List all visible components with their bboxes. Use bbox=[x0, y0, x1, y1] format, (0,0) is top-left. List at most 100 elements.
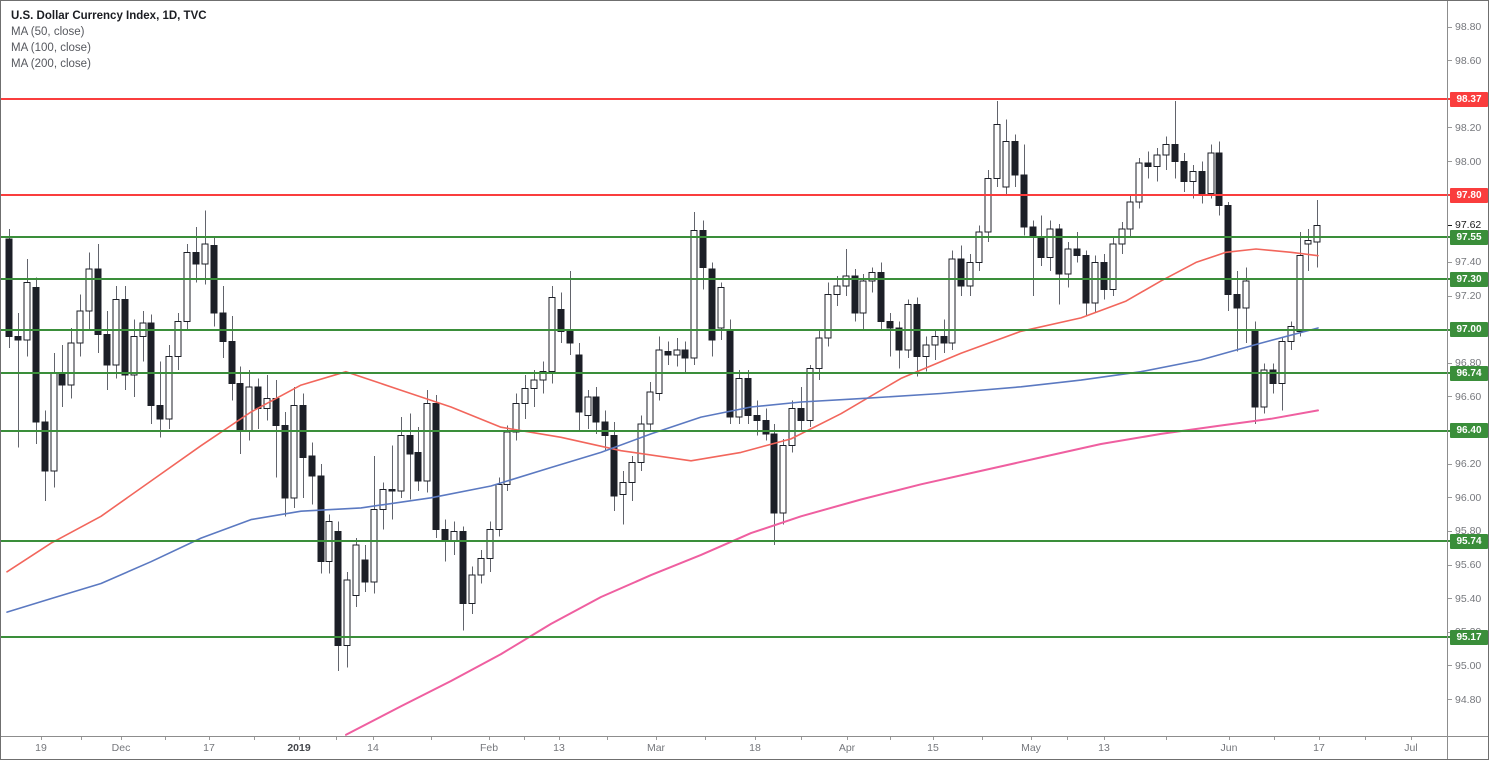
indicator-ma100-label[interactable]: MA (100, close) bbox=[11, 42, 91, 54]
time-axis-label: Dec bbox=[111, 742, 131, 754]
time-axis-label: Apr bbox=[838, 742, 856, 754]
price-tick-mark bbox=[1448, 665, 1452, 667]
candle-bodies bbox=[5, 124, 1321, 647]
price-tick-mark bbox=[1448, 261, 1452, 263]
time-tick-mark bbox=[656, 737, 657, 740]
time-tick-mark bbox=[1365, 737, 1366, 740]
time-tick-mark bbox=[81, 737, 82, 740]
time-tick-mark bbox=[524, 737, 525, 740]
level-label-tick bbox=[1448, 194, 1451, 197]
time-axis-label: 18 bbox=[749, 742, 761, 754]
level-label-tick bbox=[1448, 236, 1451, 239]
time-axis-label: Jun bbox=[1220, 742, 1238, 754]
price-tick-mark bbox=[1448, 295, 1452, 297]
time-tick-mark bbox=[705, 737, 706, 740]
price-tick-mark bbox=[1448, 564, 1452, 566]
time-tick-mark bbox=[1067, 737, 1068, 740]
time-tick-mark bbox=[336, 737, 337, 740]
symbol-title[interactable]: U.S. Dollar Currency Index, 1D, TVC bbox=[11, 10, 207, 22]
price-level-label: 95.74 bbox=[1450, 533, 1488, 549]
time-axis-label: 2019 bbox=[287, 742, 311, 754]
time-tick-mark bbox=[1274, 737, 1275, 740]
price-level-label: 97.30 bbox=[1450, 271, 1488, 287]
time-tick-mark bbox=[982, 737, 983, 740]
time-axis-label: 13 bbox=[1098, 742, 1110, 754]
time-tick-mark bbox=[559, 737, 560, 740]
level-label-tick bbox=[1448, 429, 1451, 432]
price-tick-label: 96.60 bbox=[1448, 390, 1481, 404]
level-label-tick bbox=[1448, 328, 1451, 331]
price-tick-mark bbox=[1448, 26, 1452, 28]
price-tick-label: 98.20 bbox=[1448, 121, 1481, 135]
last-price-label: 97.62 bbox=[1448, 218, 1482, 233]
time-tick-mark bbox=[1229, 737, 1230, 740]
level-label-tick bbox=[1448, 98, 1451, 101]
price-level-lines bbox=[1, 98, 1447, 638]
time-tick-mark bbox=[890, 737, 891, 740]
price-tick-mark bbox=[1448, 497, 1452, 499]
time-tick-mark bbox=[254, 737, 255, 740]
time-scale[interactable]: 19 Dec 17 2019 14 Feb 13 Mar 18 Apr 15 May 13 Jun 17 Ju… bbox=[1, 736, 1447, 759]
time-axis-label: 17 bbox=[203, 742, 215, 754]
indicator-ma50-label[interactable]: MA (50, close) bbox=[11, 26, 85, 38]
price-tick-label: 95.60 bbox=[1448, 558, 1481, 572]
time-tick-mark bbox=[1319, 737, 1320, 740]
time-tick-mark bbox=[1411, 737, 1412, 740]
price-tick-mark bbox=[1448, 161, 1452, 163]
time-tick-mark bbox=[801, 737, 802, 740]
time-tick-mark bbox=[1104, 737, 1105, 740]
time-tick-mark bbox=[373, 737, 374, 740]
time-tick-mark bbox=[121, 737, 122, 740]
level-label-tick bbox=[1448, 636, 1451, 639]
level-label-tick bbox=[1448, 278, 1451, 281]
price-tick-mark bbox=[1448, 598, 1452, 600]
chart-pane[interactable]: U.S. Dollar Currency Index, 1D, TVC MA (… bbox=[1, 1, 1447, 736]
time-axis-label: 14 bbox=[367, 742, 379, 754]
price-scale[interactable]: 98.80 98.60 98.20 98.00 97.40 97.20 96.80 96.60… bbox=[1447, 1, 1488, 736]
time-tick-mark bbox=[933, 737, 934, 740]
price-tick-mark bbox=[1448, 463, 1452, 465]
price-tick-mark bbox=[1448, 699, 1452, 701]
price-chart-canvas[interactable] bbox=[1, 1, 1447, 736]
candle-wicks bbox=[9, 101, 1318, 671]
ma50-line[interactable] bbox=[6, 248, 1319, 573]
time-axis-label: Feb bbox=[479, 742, 499, 754]
time-axis-label: May bbox=[1021, 742, 1041, 754]
price-level-label: 96.40 bbox=[1450, 423, 1488, 439]
time-axis-label: Mar bbox=[646, 742, 666, 754]
scale-corner bbox=[1447, 736, 1488, 759]
price-level-label: 98.37 bbox=[1450, 91, 1488, 107]
price-tick-label: 96.20 bbox=[1448, 457, 1481, 471]
price-tick-mark bbox=[1448, 530, 1452, 532]
time-axis-label: 19 bbox=[35, 742, 47, 754]
chart-legend: U.S. Dollar Currency Index, 1D, TVC MA (… bbox=[11, 8, 207, 72]
time-axis-label: 17 bbox=[1313, 742, 1325, 754]
price-tick-mark bbox=[1448, 127, 1452, 129]
price-tick-mark bbox=[1448, 362, 1452, 364]
time-tick-mark bbox=[165, 737, 166, 740]
price-tick-label: 97.20 bbox=[1448, 289, 1481, 303]
price-tick-mark bbox=[1448, 60, 1452, 62]
price-level-label: 97.55 bbox=[1450, 229, 1488, 245]
price-tick-label: 97.40 bbox=[1448, 255, 1481, 269]
price-tick-label: 96.00 bbox=[1448, 491, 1481, 505]
price-level-label: 96.74 bbox=[1450, 365, 1488, 381]
level-label-tick bbox=[1448, 540, 1451, 543]
time-tick-mark bbox=[299, 737, 300, 740]
ma100-line[interactable] bbox=[6, 327, 1319, 613]
time-tick-mark bbox=[1031, 737, 1032, 740]
last-price-tick bbox=[1448, 224, 1452, 226]
time-tick-mark bbox=[209, 737, 210, 740]
level-label-tick bbox=[1448, 372, 1451, 375]
price-level-label: 95.17 bbox=[1450, 629, 1488, 645]
time-tick-mark bbox=[431, 737, 432, 740]
ma200-line[interactable] bbox=[345, 409, 1319, 736]
indicator-ma200-label[interactable]: MA (200, close) bbox=[11, 58, 91, 70]
price-tick-label: 98.60 bbox=[1448, 54, 1481, 68]
time-tick-mark bbox=[847, 737, 848, 740]
price-tick-label: 94.80 bbox=[1448, 693, 1481, 707]
price-tick-label: 98.00 bbox=[1448, 155, 1481, 169]
time-tick-mark bbox=[755, 737, 756, 740]
time-axis-label: Jul bbox=[1404, 742, 1418, 754]
